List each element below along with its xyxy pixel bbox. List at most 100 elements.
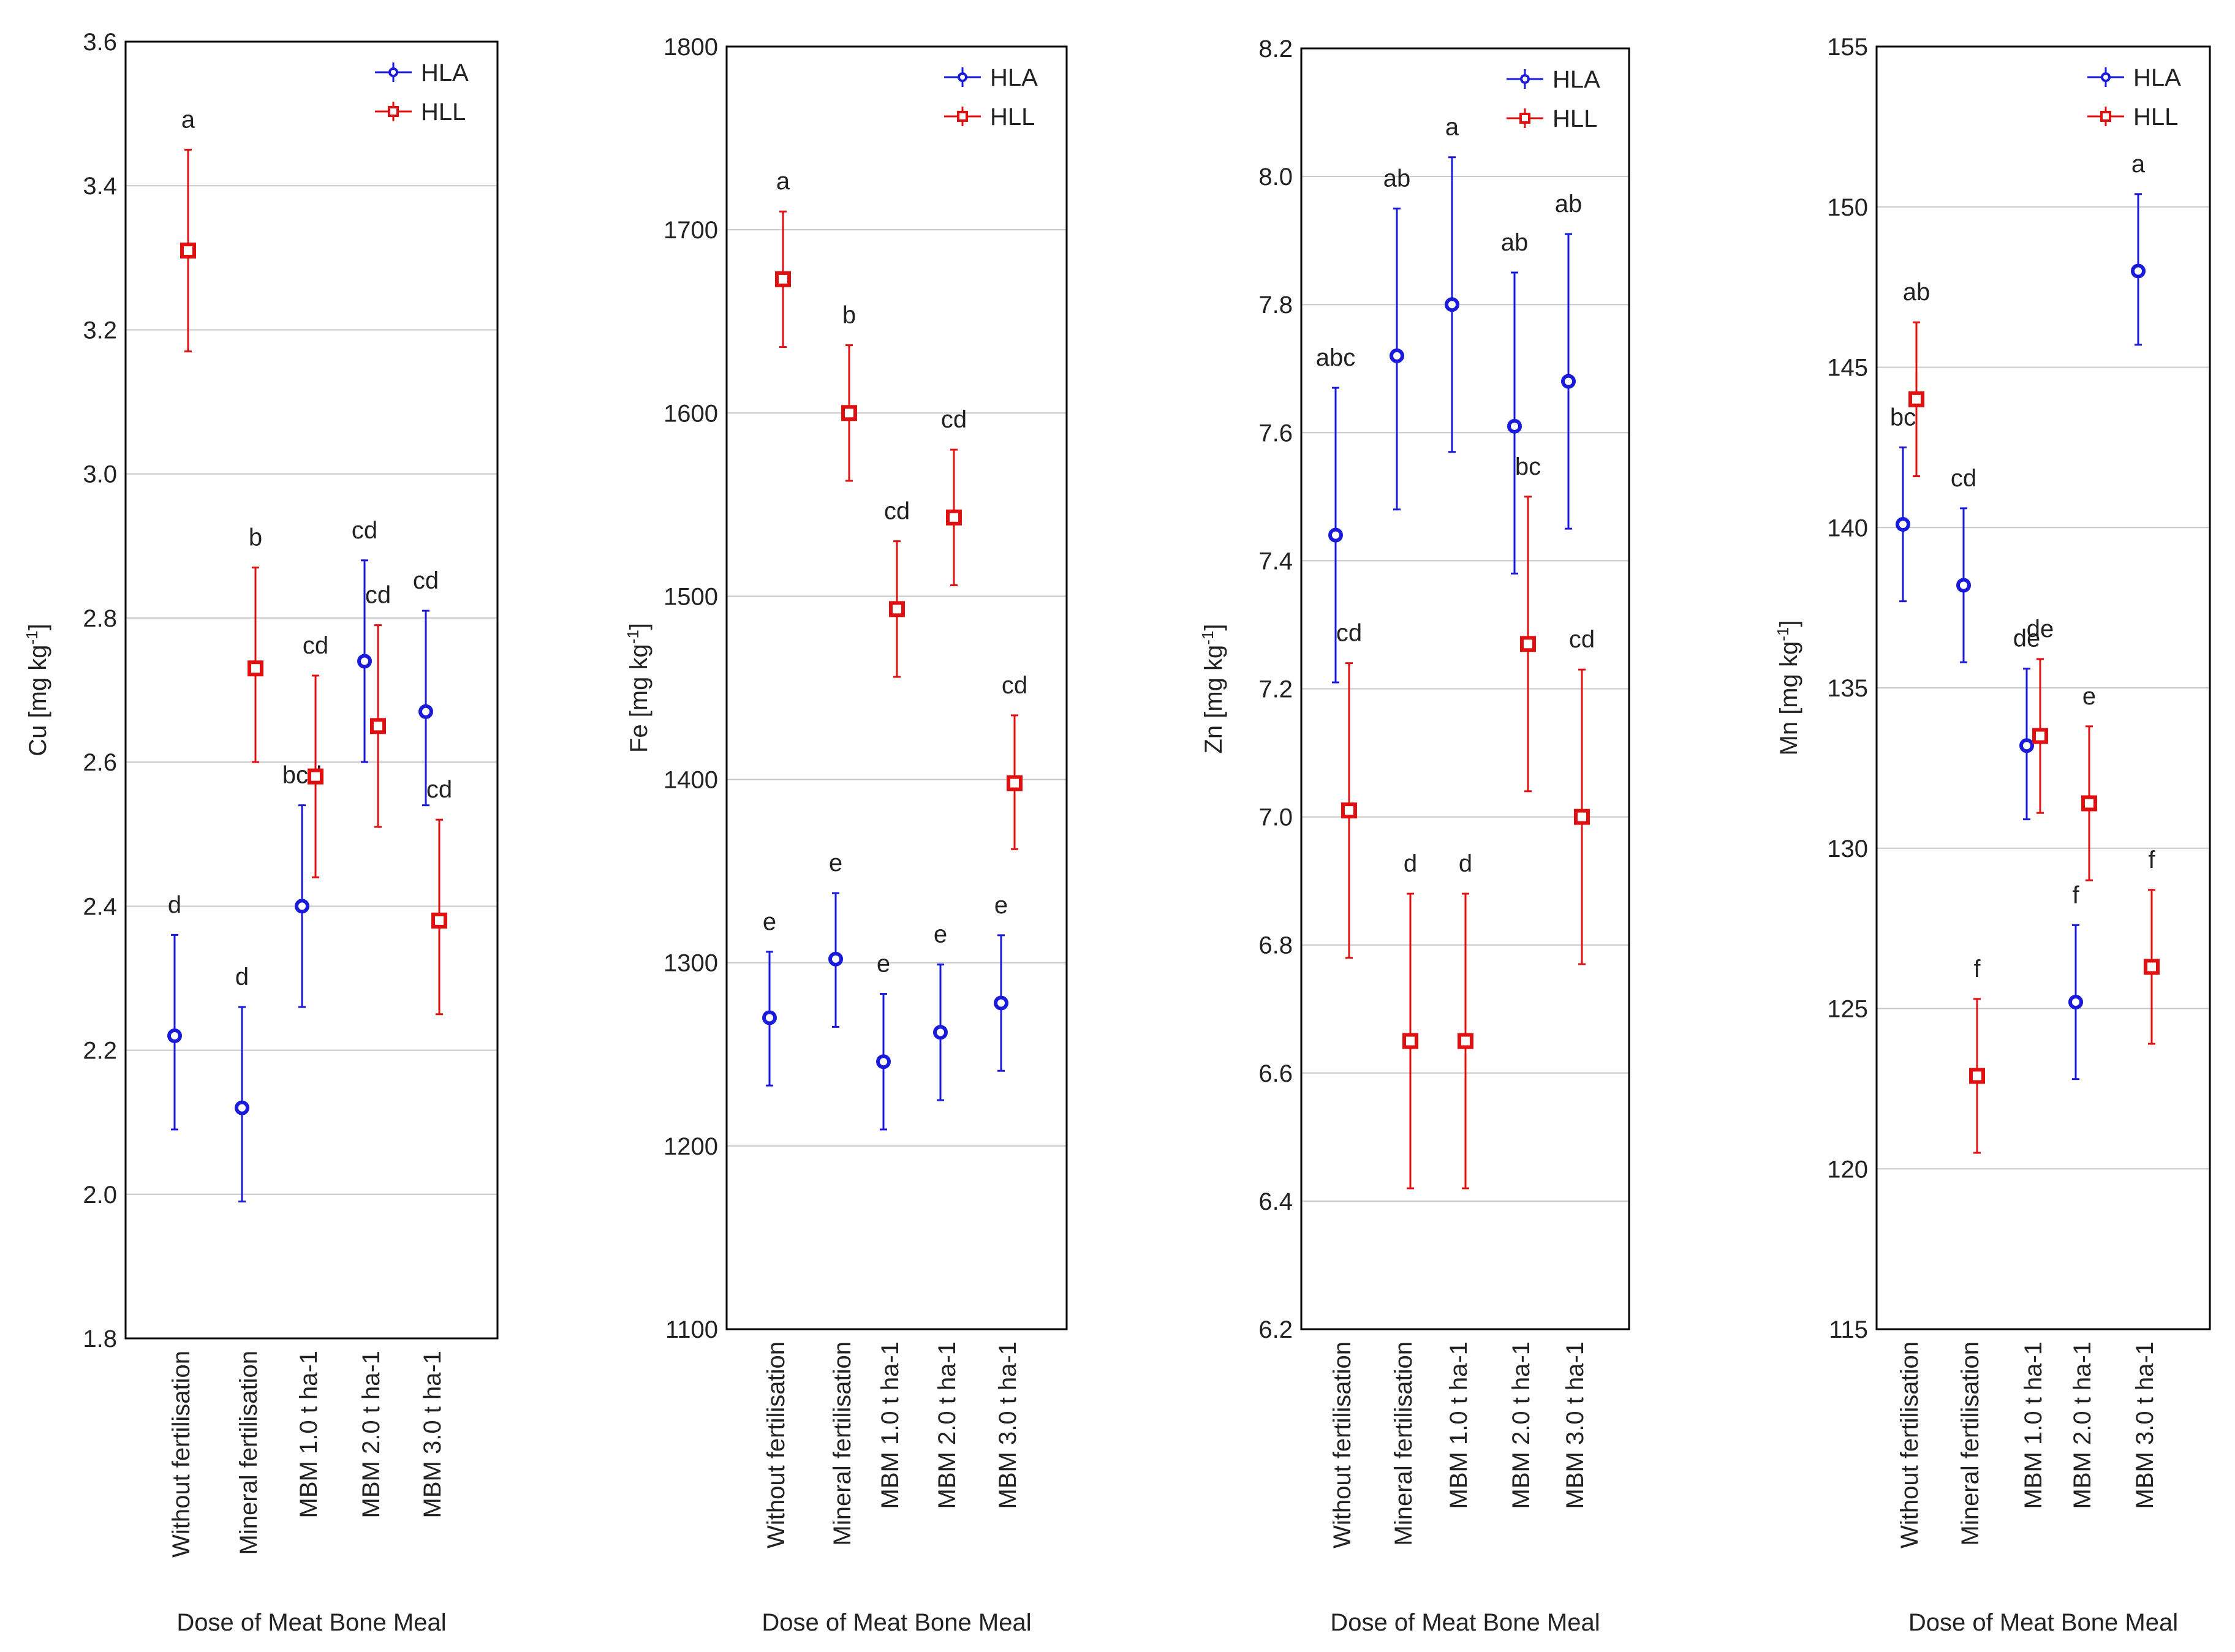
data-point-hll: [775, 271, 791, 287]
y-tick-label: 6.6: [1258, 1060, 1293, 1087]
x-category-label: MBM 1.0 t ha-1: [2020, 1341, 2047, 1509]
x-category-label: Mineral fertilisation: [235, 1351, 262, 1555]
data-point-hla: [2131, 263, 2146, 279]
y-axis-title-sup: -1: [624, 630, 642, 644]
significance-label: cd: [426, 776, 452, 803]
data-point-hll: [1574, 809, 1590, 825]
y-axis-title: Zn [mg kg-1]: [1198, 624, 1227, 753]
significance-label: de: [2027, 616, 2054, 643]
y-tick-label: 2.2: [83, 1038, 117, 1065]
significance-label: cd: [941, 406, 967, 433]
y-tick-label: 7.0: [1258, 804, 1293, 831]
y-axis-title-sup: -1: [1198, 631, 1217, 645]
legend-label-hll: HLL: [1552, 105, 1597, 132]
y-tick-label: 7.2: [1258, 676, 1293, 703]
significance-label: cd: [1569, 626, 1595, 653]
data-point-hll: [1402, 1033, 1418, 1049]
data-point-hla: [235, 1100, 249, 1115]
y-tick-label: 3.4: [83, 173, 117, 200]
x-category-label: MBM 2.0 t ha-1: [1508, 1341, 1535, 1509]
y-tick-label: 1500: [664, 583, 718, 610]
y-tick-label: 145: [1827, 355, 1868, 382]
data-point-hla: [1445, 297, 1459, 312]
significance-label: e: [829, 850, 842, 877]
y-tick-label: 1200: [664, 1133, 718, 1160]
y-tick-label: 120: [1827, 1156, 1868, 1183]
y-tick-label: 135: [1827, 675, 1868, 702]
y-tick-label: 7.4: [1258, 548, 1293, 575]
significance-label: e: [2082, 683, 2096, 710]
legend-marker-hla: [1520, 74, 1530, 84]
y-tick-label: 6.8: [1258, 932, 1293, 959]
y-tick-label: 2.6: [83, 749, 117, 776]
x-category-label: Without fertilisation: [1329, 1341, 1356, 1548]
data-point-hll: [1969, 1068, 1985, 1084]
data-point-hla: [1507, 418, 1522, 434]
y-tick-label: 8.2: [1258, 36, 1293, 62]
legend-label-hla: HLA: [2133, 64, 2181, 91]
significance-label: de: [2013, 625, 2041, 652]
x-category-label: Mineral fertilisation: [1390, 1341, 1417, 1545]
x-category-label: MBM 2.0 t ha-1: [358, 1351, 385, 1518]
legend-label-hla: HLA: [1552, 66, 1600, 93]
data-point-hll: [431, 912, 447, 929]
legend-marker-hll: [957, 111, 968, 122]
y-tick-label: 125: [1827, 996, 1868, 1023]
significance-label: ab: [1501, 229, 1529, 256]
plot-frame: [1300, 47, 1630, 1330]
y-tick-label: 3.0: [83, 461, 117, 488]
significance-label: ab: [1555, 190, 1583, 217]
x-category-label: MBM 2.0 t ha-1: [2069, 1341, 2096, 1509]
data-point-hla: [1896, 517, 1910, 532]
y-tick-label: 1400: [664, 767, 718, 794]
significance-label: cd: [413, 567, 439, 594]
data-point-hll: [1341, 802, 1357, 819]
y-axis-title: Cu [mg kg-1]: [23, 624, 51, 756]
data-point-hla: [357, 654, 372, 669]
y-tick-label: 7.6: [1258, 420, 1293, 447]
data-point-hll: [946, 509, 962, 526]
legend-marker-hla: [2101, 72, 2111, 82]
x-axis-title: Dose of Meat Bone Meal: [1908, 1609, 2178, 1636]
y-axis-title: Fe [mg kg-1]: [624, 623, 652, 753]
significance-label: ab: [1383, 165, 1411, 192]
y-tick-label: 1800: [664, 34, 718, 61]
y-axis-title-sup: -1: [23, 630, 41, 644]
y-tick-label: 155: [1827, 34, 1868, 61]
y-tick-label: 2.8: [83, 605, 117, 632]
x-category-label: MBM 1.0 t ha-1: [295, 1351, 322, 1518]
chart-panel-2: 1100 1200 1300 1400 1500 1600 1700 1800 Fe [mg k…: [624, 34, 1068, 1636]
y-tick-label: 1100: [665, 1316, 718, 1343]
chart-panel-4: 115 120 125 130 135 140 145 150 155 Mn [mg kg-1] W…: [1774, 34, 2211, 1636]
y-tick-label: 115: [1829, 1316, 1868, 1343]
y-tick-label: 140: [1827, 515, 1868, 541]
significance-label: b: [249, 524, 262, 551]
y-tick-label: 1600: [664, 400, 718, 427]
data-point-hla: [2019, 738, 2034, 753]
significance-label: e: [934, 921, 947, 948]
significance-label: e: [994, 892, 1008, 919]
x-category-label: Mineral fertilisation: [1957, 1341, 1984, 1545]
significance-label: cd: [352, 517, 377, 544]
data-point-hla: [876, 1054, 891, 1069]
significance-label: d: [1404, 850, 1417, 877]
data-point-hla: [762, 1010, 777, 1025]
chart-panel-1: 1.8 2.0 2.2 2.4 2.6 2.8 3.0 3.2 3.4 3.6 Cu [mg kg-…: [23, 29, 499, 1636]
significance-label: cd: [1002, 672, 1027, 699]
data-point-hll: [2081, 795, 2097, 812]
plot-frame: [124, 40, 499, 1340]
significance-label: e: [877, 951, 890, 978]
significance-label: d: [168, 891, 181, 918]
legend-marker-hll: [388, 106, 399, 117]
data-point-hll: [248, 660, 263, 677]
significance-label: d: [235, 964, 249, 990]
data-point-hla: [2068, 995, 2083, 1010]
significance-label: ab: [1903, 279, 1931, 306]
data-point-hll: [1520, 636, 1536, 652]
y-axis-title-main: Cu [mg kg: [25, 644, 51, 756]
significance-label: a: [181, 106, 195, 133]
legend-label-hll: HLL: [421, 99, 466, 126]
chart-panel-3: 6.2 6.4 6.6 6.8 7.0 7.2 7.4 7.6 7.8 8.0 8.2 Zn [mg …: [1198, 36, 1630, 1636]
significance-label: a: [2131, 151, 2146, 178]
data-point-hla: [1390, 348, 1404, 363]
